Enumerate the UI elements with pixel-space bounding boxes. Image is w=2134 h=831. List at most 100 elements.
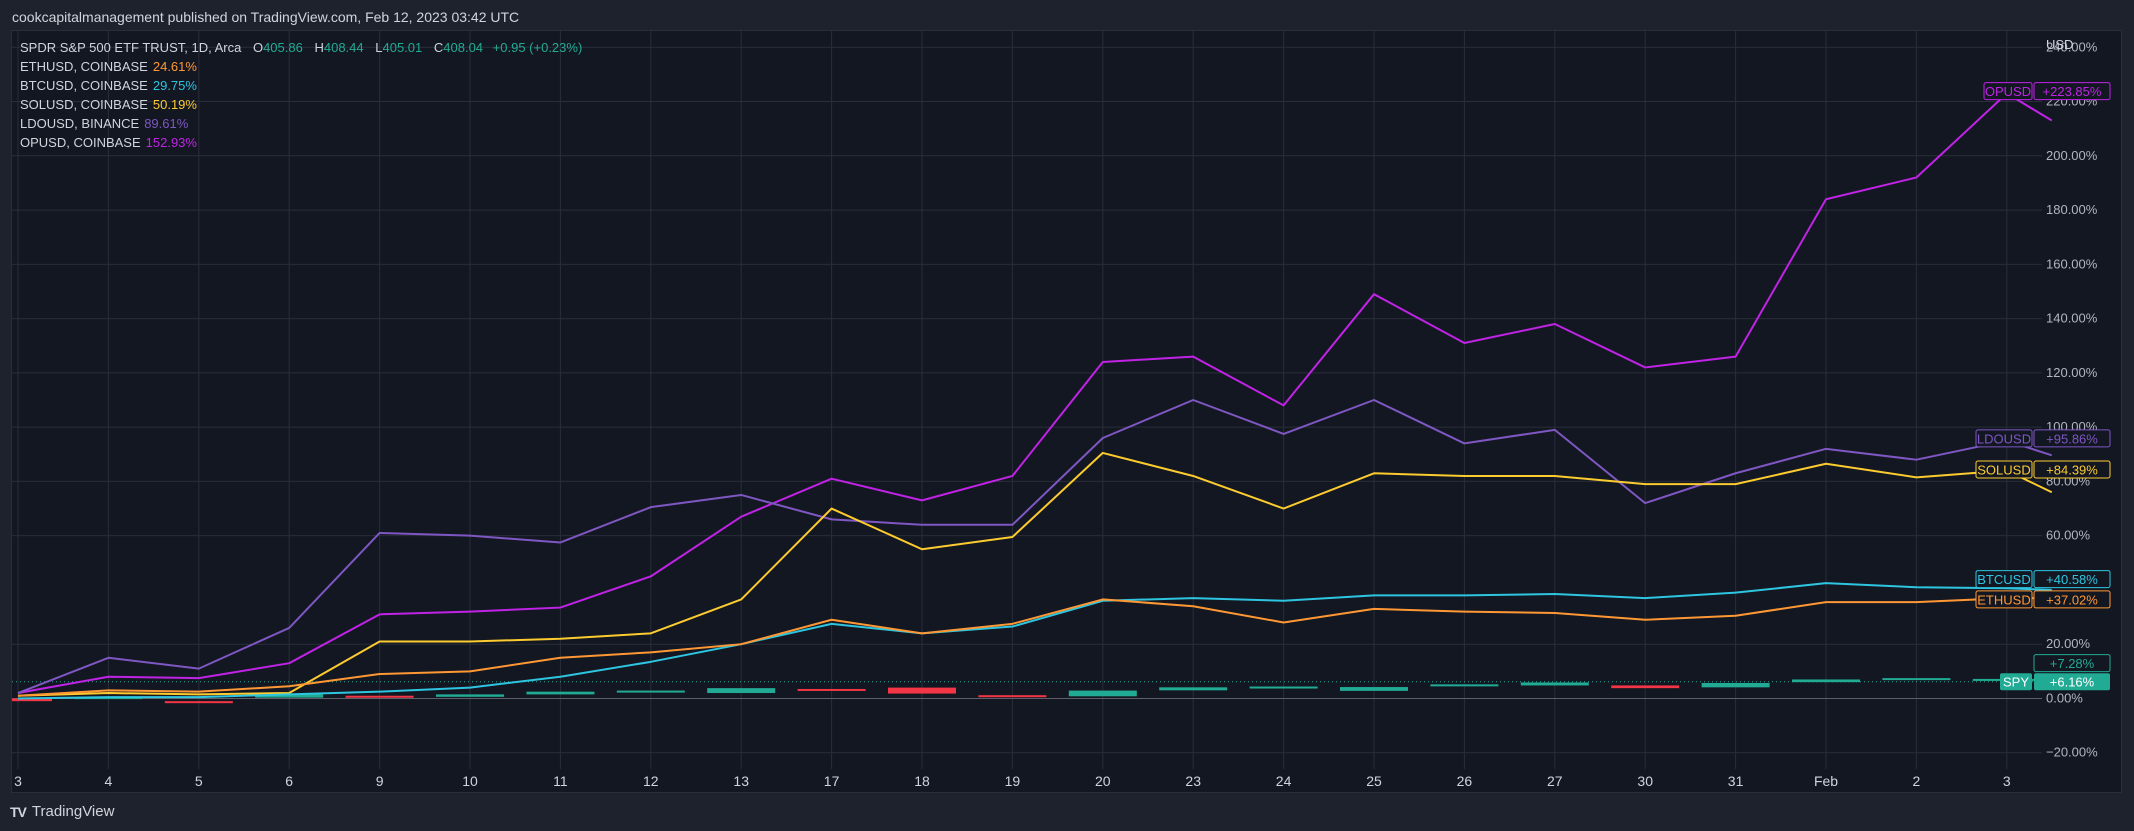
price-label-box xyxy=(2033,570,2111,589)
series-name-box xyxy=(2000,673,2032,691)
spy-bar xyxy=(164,701,233,704)
y-tick-label: 240.00% xyxy=(2046,39,2098,54)
spy-bar xyxy=(1701,682,1770,688)
x-tick-label: 3 xyxy=(14,773,22,789)
spy-bar xyxy=(616,690,685,693)
series-name-box xyxy=(1975,590,2033,609)
series-name-label: SOLUSD xyxy=(1977,462,2030,477)
legend-series-value: 89.61% xyxy=(144,116,189,131)
footer: TV TradingView xyxy=(10,803,114,820)
legend-open-label: O xyxy=(252,40,264,55)
series-line-solusd xyxy=(17,451,2053,697)
x-tick-label: 3 xyxy=(2003,773,2011,789)
legend-main[interactable]: SPDR S&P 500 ETF TRUST, 1D, Arca O405.86… xyxy=(20,38,582,57)
legend-series-op[interactable]: OPUSD, COINBASE 152.93% xyxy=(20,133,582,152)
publisher-line: cookcapitalmanagement published on Tradi… xyxy=(12,9,520,25)
legend-series-label: OPUSD, COINBASE xyxy=(20,135,141,150)
spy-bar xyxy=(1792,679,1860,683)
price-label-value: +37.02% xyxy=(2046,592,2098,607)
series-name-label: OPUSD xyxy=(1985,84,2031,99)
legend-series-label: BTCUSD, COINBASE xyxy=(20,78,148,93)
spy-bar xyxy=(1340,687,1408,691)
spy-bar xyxy=(1520,682,1589,686)
legend-low-label: L xyxy=(375,40,383,55)
x-tick-label: 10 xyxy=(462,773,478,789)
x-tick-label: 12 xyxy=(643,773,659,789)
legend-main-title: SPDR S&P 500 ETF TRUST, 1D, Arca xyxy=(20,40,242,55)
x-tick-label: 24 xyxy=(1276,773,1292,789)
y-tick-label: 160.00% xyxy=(2046,256,2098,271)
spy-bar xyxy=(1068,690,1137,697)
price-label-value: +95.86% xyxy=(2046,431,2098,446)
tradingview-brand[interactable]: TradingView xyxy=(31,803,115,820)
chart-frame[interactable]: 240.00% 2 20.00% 200.00% 180.00% 160.00% 140.0… xyxy=(11,30,2122,793)
x-tick-label: 11 xyxy=(553,773,568,789)
spy-bar xyxy=(12,698,52,702)
series-name-box xyxy=(1975,460,2033,479)
x-tick-label: 31 xyxy=(1728,773,1744,789)
price-label-box xyxy=(2033,590,2111,609)
series-name-label: BTCUSD xyxy=(1977,572,2030,587)
price-label-value: +84.39% xyxy=(2046,462,2098,477)
legend-series-label: LDOUSD, BINANCE xyxy=(20,116,140,131)
legend-series-label: ETHUSD, COINBASE xyxy=(20,59,148,74)
chart-canvas[interactable]: 240.00% 2 20.00% 200.00% 180.00% 160.00% 140.0… xyxy=(12,31,2123,794)
legend-series-sol[interactable]: SOLUSD, COINBASE 50.19% xyxy=(20,95,582,114)
series-name-label: LDOUSD xyxy=(1977,431,2031,446)
spy-bar xyxy=(345,695,414,698)
x-tick-label: Feb xyxy=(1814,773,1838,789)
legend-close: 408.04 xyxy=(443,40,484,55)
spy-bar xyxy=(255,694,324,698)
price-label-box xyxy=(2033,82,2111,101)
y-tick-label: 20.00% xyxy=(2046,636,2091,651)
x-tick-label: 18 xyxy=(914,773,930,789)
legend-change: +0.95 (+0.23%) xyxy=(492,40,583,55)
x-tick-label: 5 xyxy=(195,773,203,789)
x-tick-label: 9 xyxy=(376,773,384,789)
series-name-label: ETHUSD xyxy=(1977,592,2030,607)
spy-bar xyxy=(1882,678,1951,681)
x-tick-label: 20 xyxy=(1095,773,1111,789)
legend-series-value: 29.75% xyxy=(152,78,197,93)
tradingview-logo[interactable]: TV xyxy=(10,803,27,820)
x-tick-label: 2 xyxy=(1913,773,1921,789)
series-line-btcusd xyxy=(17,582,2052,700)
legend-series-value: 24.61% xyxy=(152,59,197,74)
x-tick-label: 6 xyxy=(285,773,293,789)
x-tick-label: 19 xyxy=(1005,773,1021,789)
price-label-box xyxy=(2033,460,2111,479)
price-label-box xyxy=(2034,673,2110,691)
x-tick-label: 30 xyxy=(1637,773,1653,789)
spy-bar xyxy=(1249,686,1318,689)
spy-bar xyxy=(1430,684,1499,687)
x-tick-label: 26 xyxy=(1457,773,1473,789)
legend-series-btc[interactable]: BTCUSD, COINBASE 29.75% xyxy=(20,76,582,95)
x-tick-label: 23 xyxy=(1185,773,1201,789)
series-line-ldousd xyxy=(17,399,2053,694)
y-tick-label: 180.00% xyxy=(2046,202,2098,217)
legend-series-eth[interactable]: ETHUSD, COINBASE 24.61% xyxy=(20,57,582,76)
spy-bar xyxy=(1159,687,1228,691)
y-tick-label: 140.00% xyxy=(2046,311,2098,326)
y-tick-label: −20.00% xyxy=(2046,745,2098,760)
price-label-box xyxy=(2033,654,2111,673)
y-tick-label: 60.00% xyxy=(2046,528,2091,543)
spy-bar xyxy=(797,688,866,691)
spy-bar xyxy=(1611,685,1680,689)
legend-open: 405.86 xyxy=(263,40,303,55)
y-tick-label: 200.00% xyxy=(2046,148,2098,163)
legend-high-label: H xyxy=(314,40,324,55)
spy-bar xyxy=(526,691,595,695)
spy-bar xyxy=(707,688,776,694)
price-label-value: +223.85% xyxy=(2043,84,2102,99)
x-tick-label: 13 xyxy=(733,773,749,789)
series-name-box xyxy=(1983,82,2033,101)
legend-close-label: C xyxy=(433,40,444,55)
x-tick-label: 27 xyxy=(1547,773,1563,789)
legend: SPDR S&P 500 ETF TRUST, 1D, Arca O405.86… xyxy=(20,38,582,152)
price-label-value: +40.58% xyxy=(2046,572,2098,587)
series-name-box xyxy=(1975,570,2033,589)
legend-series-ldo[interactable]: LDOUSD, BINANCE 89.61% xyxy=(20,114,582,133)
price-label-value: +6.16% xyxy=(2050,675,2095,690)
legend-high: 408.44 xyxy=(323,40,364,55)
